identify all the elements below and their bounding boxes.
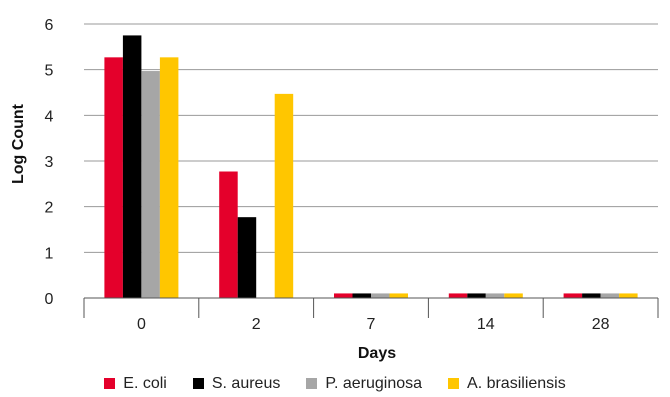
y-tick-label: 0 — [45, 291, 54, 308]
legend: E. coli S. aureus P. aeruginosa A. brasilie… — [0, 370, 670, 397]
axes — [83, 297, 659, 318]
bar — [619, 293, 638, 298]
bar — [159, 57, 179, 298]
bar — [352, 293, 371, 298]
y-tick-labels: 0 1 2 3 4 5 6 — [45, 17, 54, 308]
bar — [274, 93, 294, 299]
bar — [371, 293, 390, 298]
legend-label: P. aeruginosa — [325, 374, 423, 392]
legend-swatch — [306, 378, 318, 389]
y-tick-label: 1 — [45, 245, 54, 262]
bars — [104, 35, 638, 299]
bar — [600, 293, 620, 298]
bar — [467, 293, 486, 298]
y-tick-label: 5 — [45, 63, 54, 80]
legend-swatch — [104, 378, 116, 389]
bar — [104, 57, 123, 298]
bar — [219, 171, 238, 298]
bar — [485, 293, 505, 298]
bar — [334, 293, 353, 298]
bar — [389, 293, 408, 298]
bar — [141, 71, 160, 298]
legend-swatch — [448, 378, 460, 389]
bar — [582, 293, 601, 298]
legend-label: E. coli — [123, 374, 167, 392]
legend-item: E. coli — [104, 375, 167, 393]
y-tick-label: 2 — [45, 200, 54, 217]
legend-label: A. brasiliensis — [467, 374, 566, 392]
y-tick-label: 6 — [45, 17, 54, 34]
bar — [563, 293, 583, 298]
legend-item: S. aureus — [192, 374, 281, 393]
bar — [237, 217, 257, 298]
bar — [122, 35, 142, 299]
x-axis-title: Days — [358, 345, 396, 362]
legend-swatch — [192, 378, 204, 389]
x-tick-label: 7 — [367, 316, 376, 333]
bar-chart: 0 1 2 3 4 5 6 0 2 7 14 28 Log Count Days — [10, 17, 659, 362]
x-tick-label: 28 — [592, 316, 610, 333]
x-tick-label: 2 — [252, 316, 261, 333]
y-axis-title: Log Count — [10, 103, 27, 184]
legend-label: S. aureus — [211, 374, 281, 392]
bar — [448, 293, 468, 298]
x-tick-label: 14 — [477, 316, 495, 333]
y-tick-label: 3 — [45, 154, 54, 171]
legend-item: A. brasiliensis — [448, 375, 566, 393]
gridlines — [84, 23, 658, 253]
legend-item: P. aeruginosa — [306, 375, 422, 393]
y-tick-label: 4 — [45, 108, 54, 125]
x-tick-label: 0 — [137, 316, 146, 333]
bar — [504, 293, 523, 298]
x-tick-labels: 0 2 7 14 28 — [137, 316, 610, 333]
